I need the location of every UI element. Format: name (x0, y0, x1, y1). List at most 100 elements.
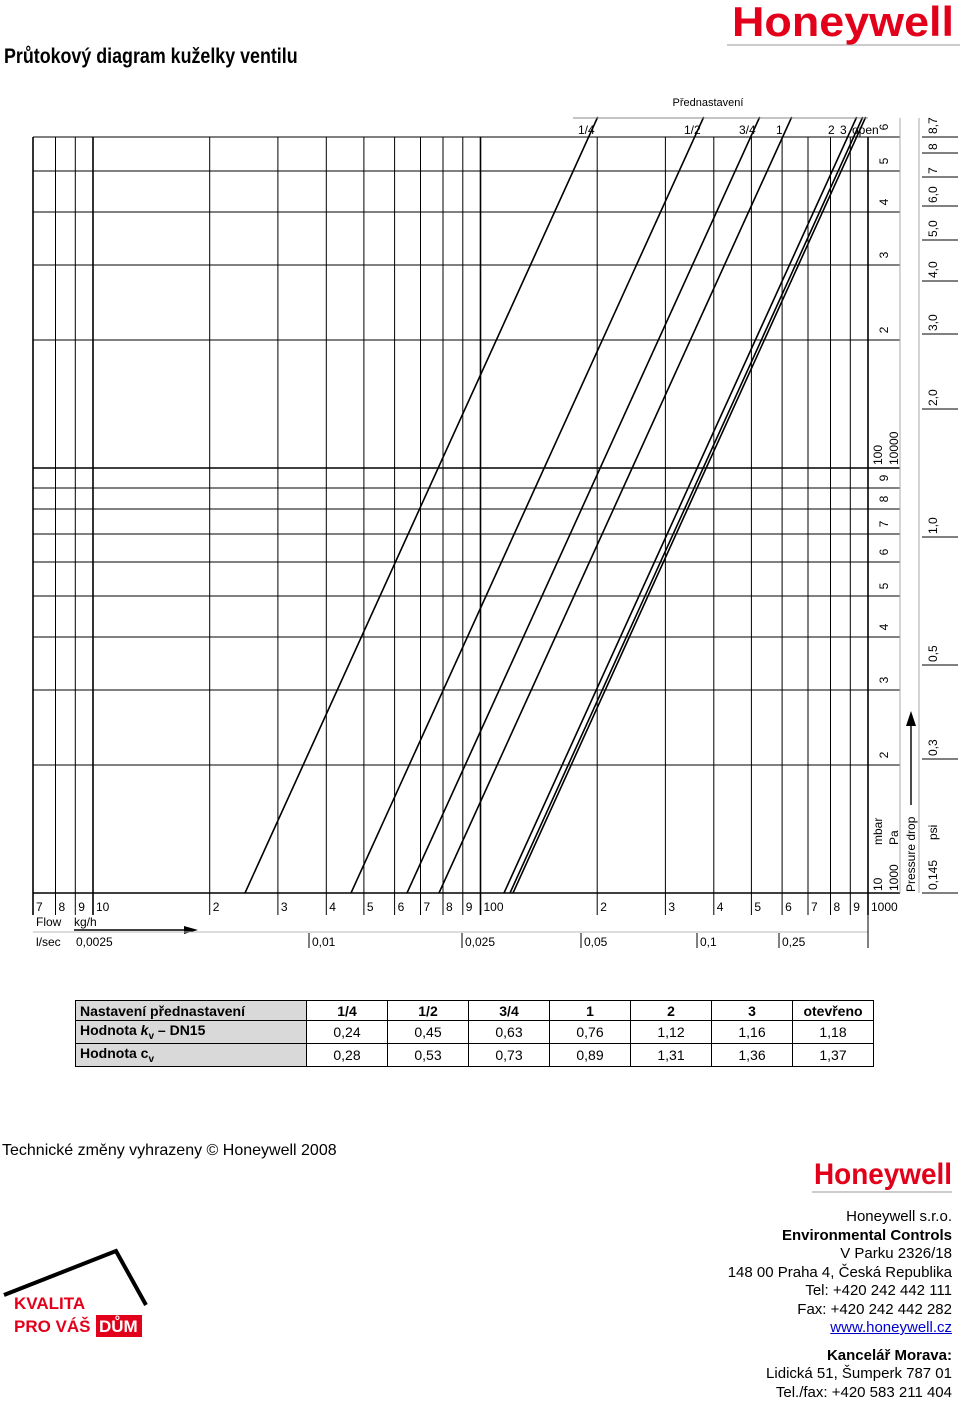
footer-logo-area: Honeywell (800, 1155, 960, 1200)
address-line[interactable]: www.honeywell.cz (728, 1319, 952, 1338)
axis-arrow-head (906, 711, 916, 726)
address-line: Tel: +420 242 442 111 (728, 1282, 952, 1301)
axis-title: Pressure drop (904, 816, 918, 892)
y-tick-label: 8 (926, 143, 940, 150)
presetting-title: Přednastavení (673, 97, 744, 109)
address-line: Tel./fax: +420 583 211 404 (728, 1384, 952, 1402)
y-tick-label: 0,3 (926, 739, 940, 756)
value-cell: 1,31 (631, 1043, 712, 1066)
y-tick-label: 6,0 (926, 186, 940, 203)
presetting-line (351, 117, 704, 893)
x-tick-label: 5 (367, 900, 374, 914)
x-tick-label: 9 (853, 900, 860, 914)
presetting-line (407, 117, 760, 893)
value-cell: 0,76 (550, 1021, 631, 1044)
x-tick-label: 6 (398, 900, 405, 914)
y-tick-label: 7 (926, 167, 940, 174)
y-tick-label: 1,0 (926, 517, 940, 534)
presetting-label: 1 (776, 123, 783, 137)
header-cell: 1/2 (388, 1001, 469, 1021)
x-tick-label: 0,025 (465, 935, 495, 949)
value-cell: 0,45 (388, 1021, 469, 1044)
value-cell: 1,12 (631, 1021, 712, 1044)
footer-logo: Honeywell (814, 1158, 952, 1191)
axis-unit: kg/h (74, 915, 97, 929)
x-tick-label: 4 (717, 900, 724, 914)
x-tick-label: 9 (78, 900, 85, 914)
presetting-line (439, 117, 792, 893)
x-tick-label: 4 (329, 900, 336, 914)
x-tick-label: 100 (484, 900, 504, 914)
value-cell: 0,53 (388, 1043, 469, 1066)
presetting-label: 1/4 (578, 123, 595, 137)
row-label: Hodnota kv – DN15 (76, 1021, 307, 1044)
x-tick-label: 0,1 (700, 935, 717, 949)
header-cell: otevřeno (793, 1001, 874, 1021)
presetting-label: open (852, 123, 879, 137)
y-tick-label: 4,0 (926, 261, 940, 278)
x-tick-label: 6 (785, 900, 792, 914)
value-cell: 1,16 (712, 1021, 793, 1044)
value-cell: 1,36 (712, 1043, 793, 1066)
y-tick-label: 10 (871, 877, 885, 891)
y-tick-label: 3 (877, 676, 891, 683)
axis-unit: mbar (871, 818, 885, 845)
address-line: Lidická 51, Šumperk 787 01 (728, 1365, 952, 1384)
x-tick-label: 7 (811, 900, 818, 914)
x-tick-label: 5 (754, 900, 761, 914)
presetting-label: 3 (840, 123, 847, 137)
value-cell: 1,37 (793, 1043, 874, 1066)
axis-unit: Pa (887, 830, 901, 845)
y-tick-label: 6 (877, 123, 891, 130)
header-cell: 3 (712, 1001, 793, 1021)
badge-text: DŮM (99, 1316, 138, 1336)
x-tick-label: 1000 (871, 900, 898, 914)
header-cell: 1/4 (307, 1001, 388, 1021)
y-tick-label: 5 (877, 582, 891, 589)
y-tick-label: 10000 (887, 431, 901, 465)
value-cell: 0,24 (307, 1021, 388, 1044)
y-tick-label: 5,0 (926, 220, 940, 237)
x-tick-label: 7 (424, 900, 431, 914)
x-tick-label: 8 (446, 900, 453, 914)
y-tick-label: 9 (877, 474, 891, 481)
y-tick-label: 8,7 (926, 117, 940, 134)
x-tick-label: 2 (600, 900, 607, 914)
office-title: Kancelář Morava: (728, 1347, 952, 1366)
header-cell: 2 (631, 1001, 712, 1021)
label-part: Hodnota (80, 1022, 141, 1038)
address-line: V Parku 2326/18 (728, 1245, 952, 1264)
label-part: Hodnota c (80, 1045, 148, 1061)
x-tick-label: 8 (59, 900, 66, 914)
address-line: Fax: +420 242 442 282 (728, 1301, 952, 1320)
presetting-label: 3/4 (739, 123, 756, 137)
address-line: Honeywell s.r.o. (728, 1208, 952, 1227)
y-tick-label: 100 (871, 445, 885, 465)
badge-text: KVALITA (14, 1294, 85, 1313)
x-tick-label: 10 (96, 900, 110, 914)
y-tick-label: 3,0 (926, 314, 940, 331)
header-cell: Nastavení přednastavení (76, 1001, 307, 1021)
y-tick-label: 2,0 (926, 389, 940, 406)
header-cell: 1 (550, 1001, 631, 1021)
axis-arrow-head (184, 926, 198, 934)
x-tick-label: 0,01 (312, 935, 336, 949)
value-cell: 0,89 (550, 1043, 631, 1066)
x-tick-label: 9 (466, 900, 473, 914)
presetting-line (510, 117, 863, 893)
y-tick-label: 4 (877, 623, 891, 630)
value-cell: 0,73 (469, 1043, 550, 1066)
label-part: – DN15 (154, 1022, 205, 1038)
presetting-label: 1/2 (684, 123, 701, 137)
y-tick-label: 8 (877, 495, 891, 502)
address-line: 148 00 Praha 4, Česká Republika (728, 1264, 952, 1283)
axis-unit: psi (926, 825, 940, 840)
y-tick-label: 0,145 (926, 860, 940, 890)
label-part: v (148, 1054, 154, 1065)
